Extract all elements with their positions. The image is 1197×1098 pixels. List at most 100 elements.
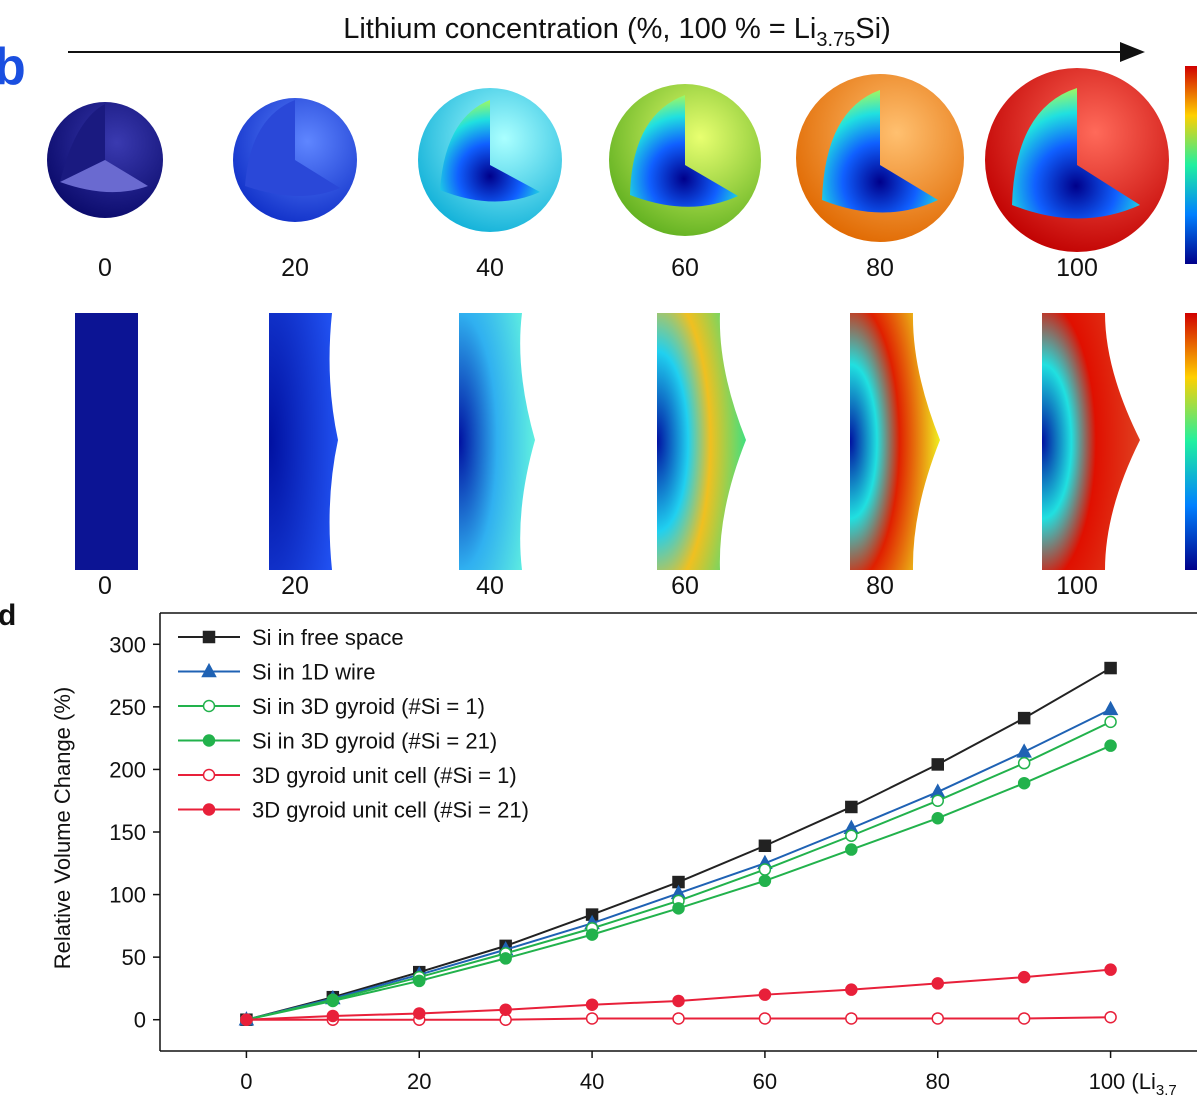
header-tail: Si) [855, 13, 890, 45]
wire [850, 313, 940, 570]
marker [1017, 756, 1031, 770]
marker [758, 1012, 772, 1025]
series-line [246, 968, 1111, 1021]
marker [240, 1013, 253, 1026]
legend-marker [201, 662, 217, 678]
cutaway [245, 100, 340, 197]
cutaway [822, 90, 938, 213]
wire-label: 40 [476, 572, 504, 600]
legend-marker [202, 699, 216, 713]
y-tick-label: 150 [109, 820, 146, 845]
y-tick-label: 250 [109, 695, 146, 720]
wire [75, 313, 138, 570]
marker [585, 998, 599, 1011]
marker [1104, 661, 1117, 675]
cutaway [60, 104, 105, 182]
x-tick-label: 60 [753, 1069, 777, 1094]
legend-marker [202, 630, 216, 644]
header-text: Lithium concentration (%, 100 % = Li [343, 13, 816, 45]
marker [845, 983, 858, 996]
wire [269, 313, 338, 570]
image-labels: 0 20 40 60 80 100 0 20 40 60 80 100 [98, 254, 1098, 600]
marker [1017, 970, 1031, 984]
marker [413, 1007, 426, 1020]
spheres [47, 66, 1197, 264]
marker [413, 974, 426, 988]
wire-label: 20 [281, 572, 309, 600]
legend-label: Si in 3D gyroid (#Si = 21) [252, 729, 497, 754]
marker [931, 794, 944, 807]
legend-marker [202, 768, 216, 782]
sphere-label: 20 [281, 254, 309, 282]
marker [758, 874, 772, 888]
x-tick-label: 20 [407, 1069, 431, 1094]
x-tick-text: 100 (Li [1089, 1069, 1156, 1094]
colorbar [1185, 66, 1197, 264]
marker [758, 863, 772, 876]
marker [845, 800, 858, 814]
x-tick-label: 40 [580, 1069, 604, 1094]
marker [1102, 700, 1119, 716]
marker [931, 758, 944, 771]
legend-marker [202, 734, 216, 747]
wire-label: 0 [98, 572, 112, 600]
wire-label: 100 [1056, 572, 1098, 600]
legend-label: Si in 1D wire [252, 660, 375, 685]
x-tick-label: 80 [926, 1069, 950, 1094]
sphere-label: 80 [866, 254, 894, 282]
marker [1104, 963, 1117, 976]
marker [931, 1012, 944, 1025]
cutaway [440, 100, 540, 202]
series-line [246, 667, 1112, 1021]
y-tick-label: 300 [109, 632, 146, 657]
panel-label: d [0, 599, 16, 632]
marker [326, 994, 340, 1008]
header: Lithium concentration (%, 100 % = Li3.75… [343, 13, 891, 51]
x-tick-label: 100 (Li3.7 [1089, 1069, 1177, 1098]
wire [1042, 313, 1140, 570]
marker [499, 1003, 512, 1016]
marker [326, 1009, 340, 1023]
x-tick-sub: 3.7 [1156, 1082, 1177, 1098]
marker [585, 928, 599, 941]
cutaway [1012, 88, 1140, 219]
marker [758, 988, 772, 1001]
colorbar [1185, 313, 1197, 570]
wire-label: 60 [671, 572, 699, 600]
marker [845, 843, 858, 856]
legend-label: Si in free space [252, 625, 404, 650]
sphere-label: 60 [671, 254, 699, 282]
legend-label: Si in 3D gyroid (#Si = 1) [252, 694, 485, 719]
y-tick-label: 0 [134, 1008, 146, 1033]
marker [1016, 743, 1032, 758]
marker [845, 829, 858, 843]
legend-marker [202, 803, 216, 816]
sphere-label: 0 [98, 254, 112, 282]
series-line [246, 708, 1112, 1021]
marker [1104, 715, 1117, 729]
cutaway [60, 160, 148, 193]
marker [1017, 711, 1031, 725]
x-tick-label: 0 [240, 1069, 252, 1094]
y-axis-label: Relative Volume Change (%) [50, 687, 75, 969]
wire [657, 313, 746, 570]
sphere-label: 100 [1056, 254, 1098, 282]
marker [931, 811, 944, 825]
marker [499, 952, 512, 965]
marker [585, 1012, 599, 1025]
legend-label: 3D gyroid unit cell (#Si = 1) [252, 763, 517, 788]
marker [1104, 739, 1117, 752]
wire [459, 313, 535, 570]
marker [672, 902, 685, 915]
marker [758, 839, 772, 853]
legend-label: 3D gyroid unit cell (#Si = 21) [252, 798, 529, 823]
cutaway [630, 95, 738, 207]
marker [845, 1012, 858, 1025]
chart: 0 50 100 150 200 250 300 0 20 40 60 80 100 (Li3.7 Rel… [50, 612, 1197, 1098]
marker [672, 994, 685, 1008]
marker [931, 977, 944, 990]
panel-label: b [0, 38, 26, 96]
marker [672, 1012, 685, 1025]
